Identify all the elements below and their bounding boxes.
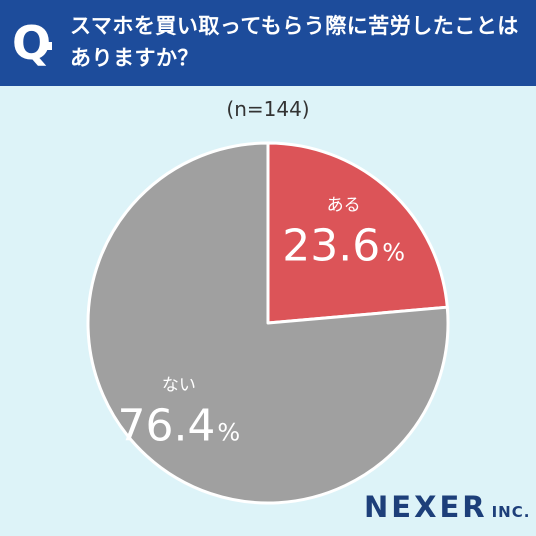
pie-slice-nai [86,141,450,505]
slice-label-nai: ない [162,375,196,395]
logo-sub: INC. [491,503,531,521]
slice-value-nai: 76.4% [117,400,240,451]
slice-label-aru: ある [327,195,361,215]
question-header: Q スマホを買い取ってもらう際に苦労したことはありますか？ [0,0,536,86]
sample-size: (n=144) [226,97,310,121]
logo-main: NEXER [364,490,488,524]
question-text: スマホを買い取ってもらう際に苦労したことはありますか？ [70,14,519,70]
pie-slice-aru [266,141,449,325]
q-dot-icon [44,42,52,50]
slice-value-aru: 23.6% [282,220,405,271]
nexer-logo: NEXER INC. [364,490,531,524]
